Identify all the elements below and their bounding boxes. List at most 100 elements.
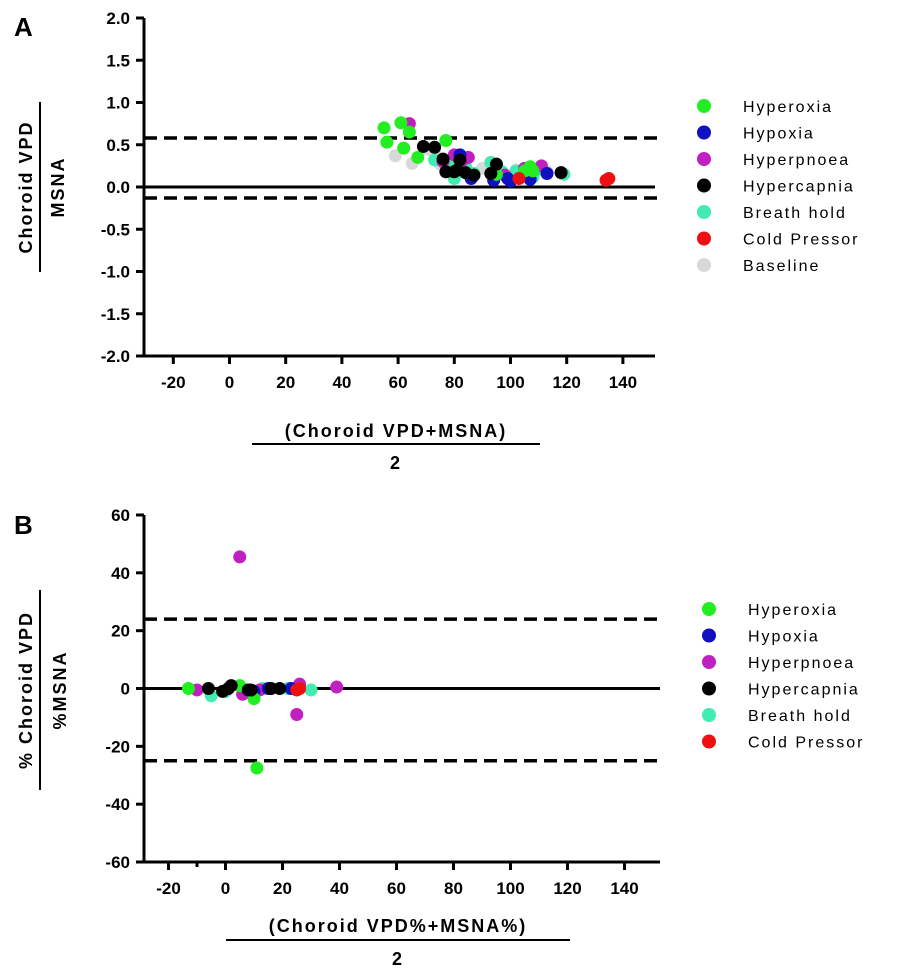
panel-a-x-title: (Choroid VPD+MSNA) 2 xyxy=(252,421,540,473)
data-point-hypercapnia xyxy=(244,683,258,697)
x-tick-label: -20 xyxy=(156,879,181,898)
data-point-hypercapnia xyxy=(467,168,481,182)
y-tick-label: 60 xyxy=(111,506,130,525)
x-tick-label: 0 xyxy=(225,373,234,392)
data-point-hyperoxia xyxy=(397,141,411,155)
legend-label: Cold Pressor xyxy=(743,232,859,249)
data-point-hyperpnoea xyxy=(233,550,247,564)
legend-label: Breath hold xyxy=(743,205,847,222)
y-tick-label: -0.5 xyxy=(101,220,130,239)
panel-a-y-title-numerator: Choroid VPD xyxy=(16,121,36,254)
legend-label: Cold Pressor xyxy=(748,735,864,752)
data-point-breath-hold xyxy=(304,683,318,697)
panel-b-y-title-denominator: %MSNA xyxy=(50,650,70,729)
legend-label: Hypercapnia xyxy=(748,682,860,699)
data-point-hyperoxia xyxy=(402,125,416,139)
data-point-cold-pressor xyxy=(512,172,526,186)
legend-marker xyxy=(697,99,711,113)
data-point-hyperpnoea xyxy=(290,708,304,722)
legend-marker xyxy=(702,708,716,722)
panel-b-label: B xyxy=(14,510,33,540)
panel-b-x-title-numerator: (Choroid VPD%+MSNA%) xyxy=(269,916,528,936)
data-point-hypercapnia xyxy=(273,682,287,695)
panel-a-legend: Hyperoxia Hypoxia Hyperpnoea Hypercapnia Bre… xyxy=(697,99,859,275)
panel-a-x-title-denominator: 2 xyxy=(390,453,402,473)
y-tick-label: -40 xyxy=(105,795,130,814)
data-point-hyperpnoea xyxy=(330,680,344,694)
legend-label: Hyperoxia xyxy=(743,99,833,116)
x-tick-label: 100 xyxy=(496,373,524,392)
data-point-hyperoxia xyxy=(439,134,453,148)
panel-b-y-title: % Choroid VPD %MSNA xyxy=(16,590,70,790)
panel-a: A -2.0 -1.5 -1.0 -0.5 0.0 0.5 1.0 1.5 2.0 -20 0 20… xyxy=(14,9,859,473)
legend-label: Hyperpnoea xyxy=(748,655,855,672)
legend-label: Hypoxia xyxy=(748,629,820,646)
legend-label: Hyperpnoea xyxy=(743,152,850,169)
data-point-hypercapnia xyxy=(436,152,450,166)
panel-a-x-title-numerator: (Choroid VPD+MSNA) xyxy=(285,421,508,441)
legend-marker xyxy=(702,681,716,696)
y-tick-label: 20 xyxy=(111,622,130,641)
legend-marker xyxy=(697,152,711,166)
y-tick-label: 0.0 xyxy=(106,178,130,197)
panel-a-y-title: Choroid VPD MSNA xyxy=(16,102,68,272)
y-tick-label: -60 xyxy=(105,853,130,872)
legend-marker xyxy=(697,125,711,140)
y-tick-label: 40 xyxy=(111,564,130,583)
x-tick-label: -20 xyxy=(161,373,186,392)
data-point-hyperoxia xyxy=(377,121,391,135)
data-point-hyperoxia xyxy=(181,682,195,695)
x-tick-label: 80 xyxy=(445,373,464,392)
x-tick-label: 140 xyxy=(609,373,637,392)
x-tick-label: 0 xyxy=(221,879,230,898)
y-tick-label: 2.0 xyxy=(106,9,130,28)
y-tick-label: -20 xyxy=(105,737,130,756)
data-point-hyperoxia xyxy=(411,150,425,164)
data-point-cold-pressor xyxy=(602,172,616,186)
legend-marker xyxy=(702,734,716,749)
legend-marker xyxy=(697,231,711,246)
data-point-cold-pressor xyxy=(293,682,307,695)
data-point-hyperoxia xyxy=(394,116,408,130)
legend-label: Hypercapnia xyxy=(743,179,855,196)
data-point-hypercapnia xyxy=(224,679,238,693)
panel-b: B -60 -40 -20 0 20 40 60 -20 0 20 40 60 80 100 120 140… xyxy=(14,506,864,969)
y-tick-label: -1.0 xyxy=(101,263,130,282)
data-point-hypercapnia xyxy=(554,166,568,180)
panel-b-legend: Hyperoxia Hypoxia Hyperpnoea Hypercapnia Bre… xyxy=(702,602,864,752)
panel-b-x-title-denominator: 2 xyxy=(392,949,404,969)
legend-label: Breath hold xyxy=(748,708,852,725)
x-tick-label: 60 xyxy=(389,373,408,392)
data-point-hypercapnia xyxy=(416,139,430,153)
data-point-baseline xyxy=(388,149,402,163)
x-tick-label: 40 xyxy=(332,373,351,392)
x-tick-label: 20 xyxy=(273,879,292,898)
x-tick-label: 40 xyxy=(330,879,349,898)
y-tick-label: -2.0 xyxy=(101,347,130,366)
legend-marker xyxy=(702,602,716,616)
data-point-hypercapnia xyxy=(201,682,215,695)
legend-marker xyxy=(697,205,711,219)
panel-b-y-title-numerator: % Choroid VPD xyxy=(16,611,36,769)
data-point-hypercapnia xyxy=(428,140,442,154)
legend-marker xyxy=(702,655,716,669)
legend-marker xyxy=(697,178,711,193)
y-tick-label: 1.5 xyxy=(106,51,130,70)
y-tick-label: 0 xyxy=(121,680,130,699)
legend-label: Hyperoxia xyxy=(748,602,838,619)
legend-marker xyxy=(697,258,711,272)
data-point-hypoxia xyxy=(540,166,554,180)
x-tick-label: 120 xyxy=(553,879,581,898)
data-point-hypercapnia xyxy=(453,153,467,167)
data-point-hyperoxia xyxy=(250,761,264,775)
panel-a-label: A xyxy=(14,12,33,42)
x-tick-label: 80 xyxy=(444,879,463,898)
data-point-hyperoxia xyxy=(526,164,540,178)
x-tick-label: 20 xyxy=(276,373,295,392)
legend-label: Hypoxia xyxy=(743,126,815,143)
legend-label: Baseline xyxy=(743,258,820,275)
x-tick-label: 140 xyxy=(610,879,638,898)
data-point-hyperoxia xyxy=(380,135,394,149)
y-tick-label: 1.0 xyxy=(106,94,130,113)
